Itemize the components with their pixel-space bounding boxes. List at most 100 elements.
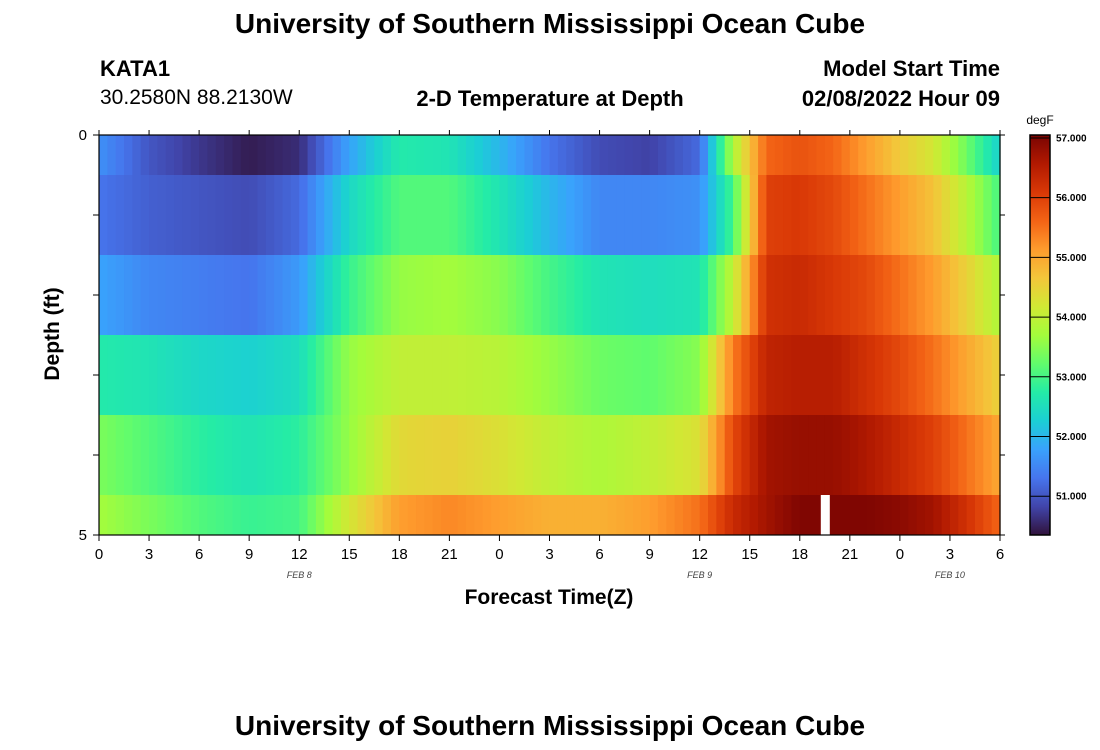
- heatmap-cell: [733, 335, 742, 416]
- heatmap-cell: [791, 495, 801, 536]
- heatmap-cell: [916, 175, 926, 256]
- heatmap-cell: [374, 175, 384, 256]
- heatmap-cell: [499, 175, 509, 256]
- heatmap-cell: [758, 175, 767, 256]
- heatmap-cell: [758, 135, 767, 176]
- heatmap-cell: [274, 175, 284, 256]
- heatmap-cell: [949, 495, 959, 536]
- heatmap-cell: [207, 415, 217, 496]
- heatmap-cell: [891, 135, 901, 176]
- heatmap-cell: [149, 335, 158, 416]
- heatmap-cell: [491, 255, 501, 336]
- heatmap-cell: [574, 495, 584, 536]
- heatmap-cell: [599, 495, 609, 536]
- heatmap-cell: [749, 175, 759, 256]
- heatmap-cell: [449, 415, 459, 496]
- heatmap-cell: [908, 495, 918, 536]
- heatmap-cell: [766, 255, 776, 336]
- heatmap-cell: [332, 135, 342, 176]
- heatmap-cell: [449, 335, 459, 416]
- heatmap-cell: [858, 335, 868, 416]
- heatmap-cell: [682, 495, 692, 536]
- heatmap-cell: [783, 335, 793, 416]
- heatmap-cell: [682, 415, 692, 496]
- heatmap-cell: [699, 135, 709, 176]
- heatmap-cell: [666, 335, 676, 416]
- heatmap-cell: [941, 135, 951, 176]
- heatmap-cell: [165, 255, 175, 336]
- x-tick-label: 18: [791, 546, 808, 563]
- heatmap-cell: [566, 255, 576, 336]
- colorbar-tick-label: 52.000: [1056, 432, 1087, 443]
- heatmap-cell: [557, 335, 567, 416]
- heatmap-cell: [182, 175, 192, 256]
- heatmap-cell: [958, 495, 968, 536]
- colorbar-unit-label: degF: [1026, 113, 1053, 127]
- heatmap-cell: [349, 495, 359, 536]
- heatmap-cell: [499, 495, 509, 536]
- heatmap-cell: [933, 495, 943, 536]
- heatmap-cell: [908, 135, 918, 176]
- heatmap-cell: [824, 135, 834, 176]
- heatmap-cell: [849, 415, 859, 496]
- heatmap-cell: [499, 335, 509, 416]
- heatmap-cell: [457, 415, 467, 496]
- heatmap-cell: [749, 415, 759, 496]
- heatmap-cell: [315, 415, 325, 496]
- heatmap-cell: [424, 175, 434, 256]
- heatmap-cell: [866, 255, 876, 336]
- heatmap-cell: [224, 255, 234, 336]
- heatmap-cell: [866, 135, 876, 176]
- heatmap-cell: [808, 415, 818, 496]
- heatmap-cell: [733, 495, 742, 536]
- heatmap-cell: [824, 415, 834, 496]
- heatmap-cell: [958, 135, 968, 176]
- heatmap-cell: [182, 255, 192, 336]
- heatmap-cell: [532, 175, 542, 256]
- heatmap-cell: [783, 175, 793, 256]
- heatmap-cell: [591, 335, 601, 416]
- heatmap-cell: [457, 495, 467, 536]
- x-axis-ticks: [98, 130, 1001, 541]
- heatmap-cell: [674, 135, 684, 176]
- heatmap-cell: [449, 495, 459, 536]
- colorbar-ticks: 51.000 52.000 53.000 54.000 55.000 56.000 57.0…: [1030, 133, 1087, 503]
- heatmap-cell: [858, 415, 868, 496]
- heatmap-cell: [924, 255, 934, 336]
- heatmap-cell: [557, 495, 567, 536]
- heatmap-cell: [432, 415, 442, 496]
- heatmap-cell: [808, 495, 818, 536]
- heatmap-cell: [474, 135, 484, 176]
- heatmap-cell: [157, 495, 167, 536]
- heatmap-cell: [799, 135, 809, 176]
- heatmap-cell: [441, 175, 450, 256]
- heatmap-cell: [257, 495, 267, 536]
- heatmap-cell: [174, 135, 184, 176]
- heatmap-cell: [574, 415, 584, 496]
- heatmap-cell: [983, 495, 993, 536]
- heatmap-cell: [766, 335, 776, 416]
- heatmap-cell: [682, 255, 692, 336]
- heatmap-cell: [249, 335, 259, 416]
- heatmap-cell: [382, 175, 392, 256]
- heatmap-cell: [282, 415, 292, 496]
- heatmap-cell: [724, 415, 734, 496]
- heatmap-cell: [641, 135, 651, 176]
- x-axis-label: Forecast Time(Z): [465, 586, 634, 609]
- heatmap-cell: [824, 335, 834, 416]
- heatmap-cell: [632, 175, 642, 256]
- heatmap-cell: [574, 335, 584, 416]
- heatmap-cell: [691, 495, 701, 536]
- heatmap-cell: [390, 135, 400, 176]
- heatmap-cell: [315, 175, 325, 256]
- heatmap-cell: [524, 495, 534, 536]
- heatmap-cell: [124, 135, 133, 176]
- heatmap-cell: [541, 135, 551, 176]
- heatmap-cell: [416, 415, 425, 496]
- heatmap-cell: [390, 175, 400, 256]
- heatmap-cell: [332, 415, 342, 496]
- heatmap-cell: [983, 135, 993, 176]
- heatmap-cell: [140, 135, 150, 176]
- heatmap-cell: [99, 415, 108, 496]
- heatmap-cell: [833, 495, 843, 536]
